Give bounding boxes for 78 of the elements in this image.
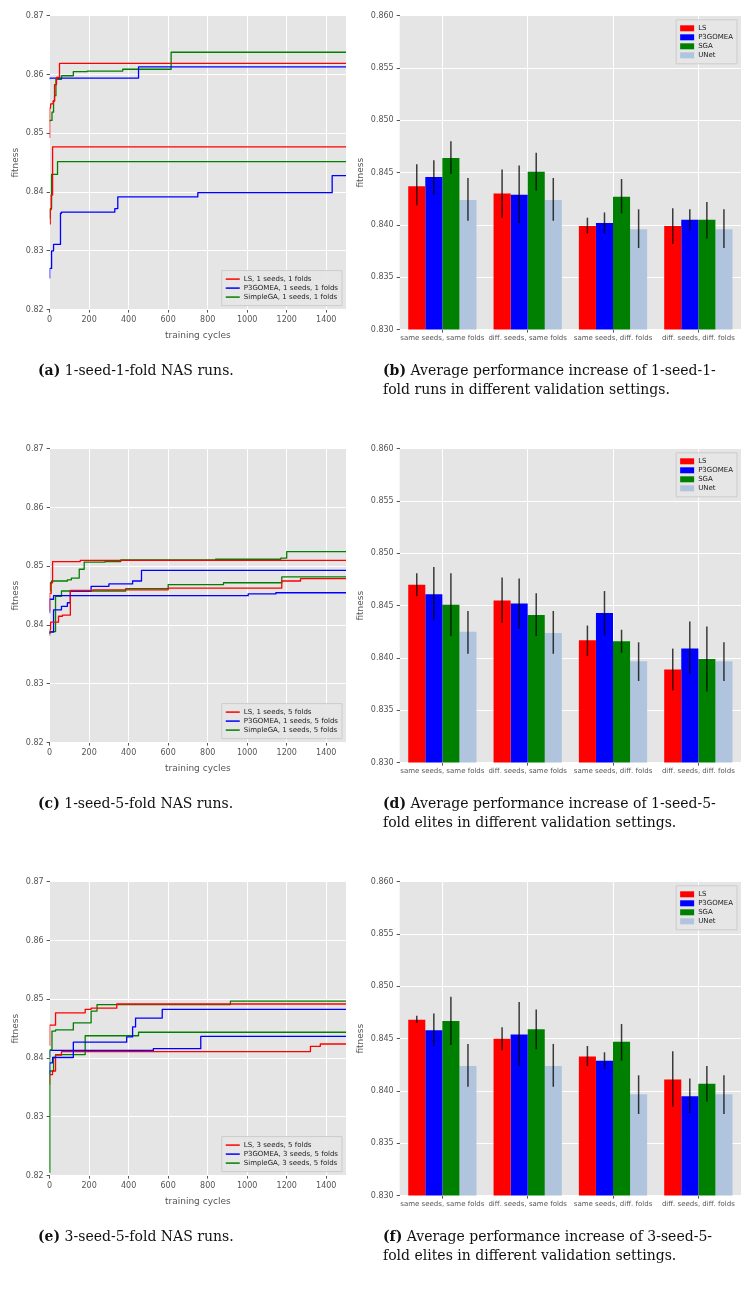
x-tick-label: 600 [160,315,176,325]
x-axis-title: training cycles [164,329,231,340]
x-tick-label: 600 [160,748,176,758]
y-tick-label: 0.82 [25,737,44,747]
x-axis-title: training cycles [164,1195,231,1206]
y-axis-title: fitness [9,1013,20,1044]
y-tick-label: 0.87 [25,10,44,20]
y-tick-label: 0.835 [370,705,394,715]
y-tick-label: 0.855 [370,63,394,73]
y-tick-label: 0.835 [370,272,394,282]
y-axis-title: fitness [354,590,365,621]
text: (c) 1-seed-5-fold NAS runs. [37,794,235,813]
y-tick-label: 0.855 [370,496,394,506]
x-tick-label: 1200 [276,315,297,325]
y-tick-label: 0.855 [370,929,394,939]
y-tick-label: 0.85 [25,561,44,571]
y-tick-label: 0.87 [25,876,44,886]
y-tick-label: 0.840 [370,220,394,230]
x-tick-label: 200 [81,315,97,325]
x-tick-label: 800 [200,315,216,325]
y-tick-label: 0.85 [25,994,44,1004]
x-tick-label: 400 [121,1181,137,1191]
y-tick-label: 0.83 [25,1111,44,1121]
y-tick-label: 0.84 [25,187,44,197]
y-tick-label: 0.840 [370,1086,394,1096]
x-axis-title: training cycles [164,762,231,773]
x-tick-label: 400 [121,748,137,758]
y-tick-label: 0.86 [25,935,44,945]
y-tick-label: 0.845 [370,600,394,610]
y-tick-label: 0.840 [370,653,394,663]
x-tick-label: 1200 [276,1181,297,1191]
y-tick-label: 0.86 [25,69,44,79]
y-tick-label: 0.83 [25,678,44,688]
x-tick-label: 600 [160,1181,176,1191]
text: (a) 1-seed-1-fold NAS runs. [37,361,235,380]
x-tick-label: 1400 [316,315,337,325]
x-tick-label: 0 [47,748,53,758]
x-tick-label: 200 [81,748,97,758]
y-tick-label: 0.84 [25,1053,44,1063]
y-tick-label: 0.830 [370,1190,394,1200]
y-tick-label: 0.86 [25,502,44,512]
text: (f) Average performance increase of 3-seed-5-fold elites in different validation settings. [382,1227,714,1265]
x-tick-label: 1000 [237,748,258,758]
x-tick-label: 200 [81,1181,97,1191]
y-tick-label: 0.82 [25,304,44,314]
y-axis-title: fitness [9,147,20,178]
text: (e) 3-seed-5-fold NAS runs. [37,1227,235,1246]
x-tick-label: 1200 [276,748,297,758]
y-tick-label: 0.87 [25,443,44,453]
y-tick-label: 0.850 [370,981,394,991]
y-tick-label: 0.860 [370,443,394,453]
y-tick-label: 0.845 [370,1033,394,1043]
x-tick-label: 1400 [316,1181,337,1191]
x-tick-label: 800 [200,748,216,758]
y-tick-label: 0.850 [370,548,394,558]
text: (d) Average performance increase of 1-seed-5-fold elites in different validation settings. [382,794,717,832]
x-tick-label: 0 [47,1181,53,1191]
x-tick-label: 0 [47,315,53,325]
y-tick-label: 0.84 [25,620,44,630]
y-tick-label: 0.860 [370,10,394,20]
y-tick-label: 0.85 [25,128,44,138]
y-tick-label: 0.82 [25,1170,44,1180]
y-axis-title: fitness [354,157,365,188]
text: (b) Average performance increase of 1-seed-1-fold runs in different validation settings. [382,361,717,399]
x-tick-label: 1000 [237,1181,258,1191]
y-axis-title: fitness [9,580,20,611]
y-tick-label: 0.830 [370,324,394,334]
y-tick-label: 0.830 [370,757,394,767]
y-tick-label: 0.835 [370,1138,394,1148]
y-tick-label: 0.845 [370,167,394,177]
x-tick-label: 400 [121,315,137,325]
y-tick-label: 0.860 [370,876,394,886]
x-tick-label: 1000 [237,315,258,325]
y-axis-title: fitness [354,1023,365,1054]
y-tick-label: 0.850 [370,115,394,125]
x-tick-label: 1400 [316,748,337,758]
x-tick-label: 800 [200,1181,216,1191]
y-tick-label: 0.83 [25,245,44,255]
